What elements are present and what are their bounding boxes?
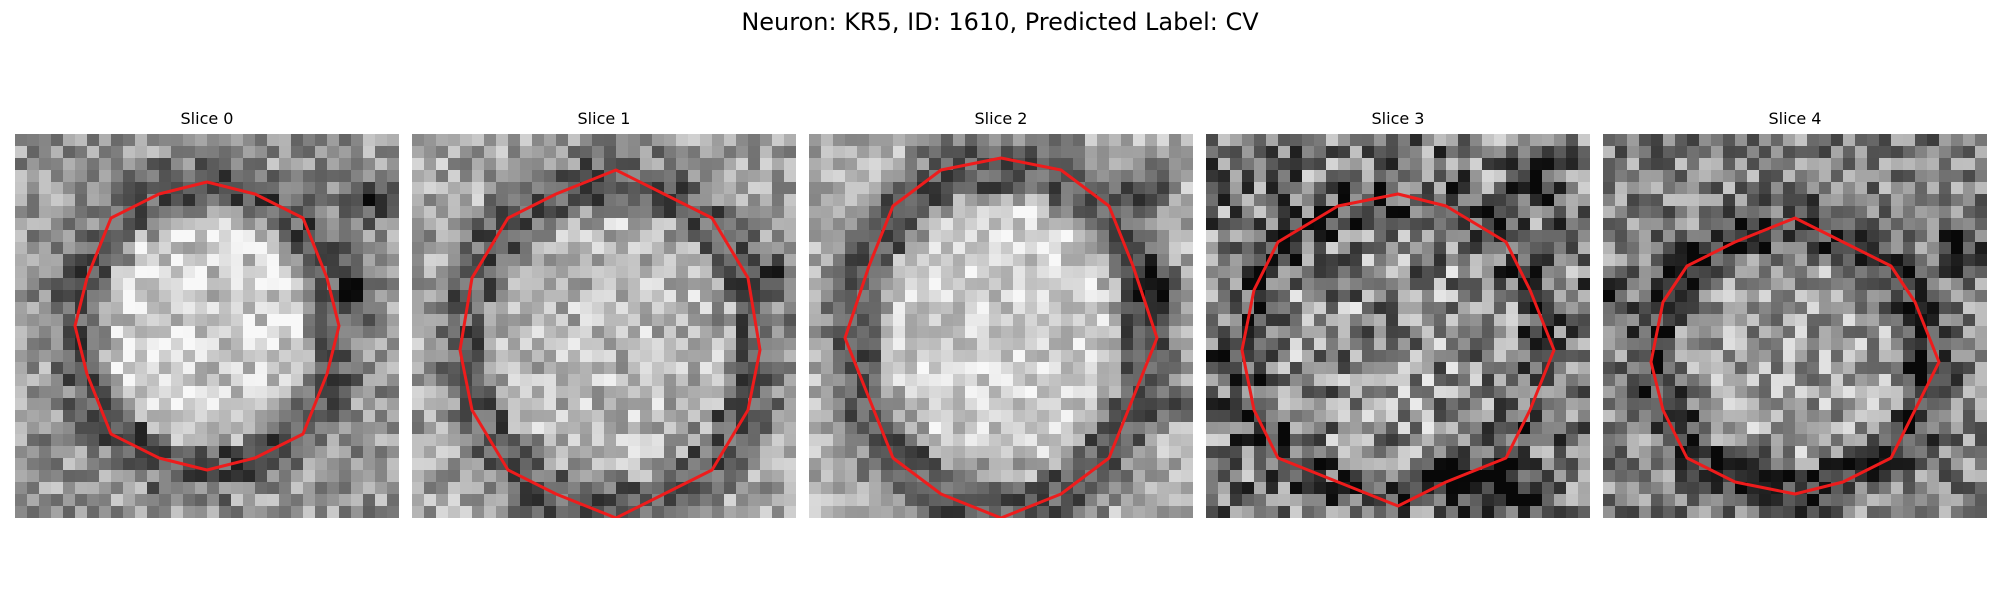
slice-2-pixels xyxy=(809,134,1193,518)
slice-2-image xyxy=(809,134,1193,518)
slice-4-title: Slice 4 xyxy=(1768,109,1822,128)
slice-1-image xyxy=(412,134,796,518)
slice-3-pixels xyxy=(1206,134,1590,518)
slice-0-pixels xyxy=(15,134,399,518)
slice-0-title: Slice 0 xyxy=(180,109,234,128)
slice-1-pixels xyxy=(412,134,796,518)
slice-2-title: Slice 2 xyxy=(974,109,1028,128)
slice-1-title: Slice 1 xyxy=(577,109,631,128)
slice-4-image xyxy=(1603,134,1987,518)
figure-title: Neuron: KR5, ID: 1610, Predicted Label: … xyxy=(741,8,1259,36)
slice-3-image xyxy=(1206,134,1590,518)
slice-4-pixels xyxy=(1603,134,1987,518)
slice-3-title: Slice 3 xyxy=(1371,109,1425,128)
slice-0-image xyxy=(15,134,399,518)
